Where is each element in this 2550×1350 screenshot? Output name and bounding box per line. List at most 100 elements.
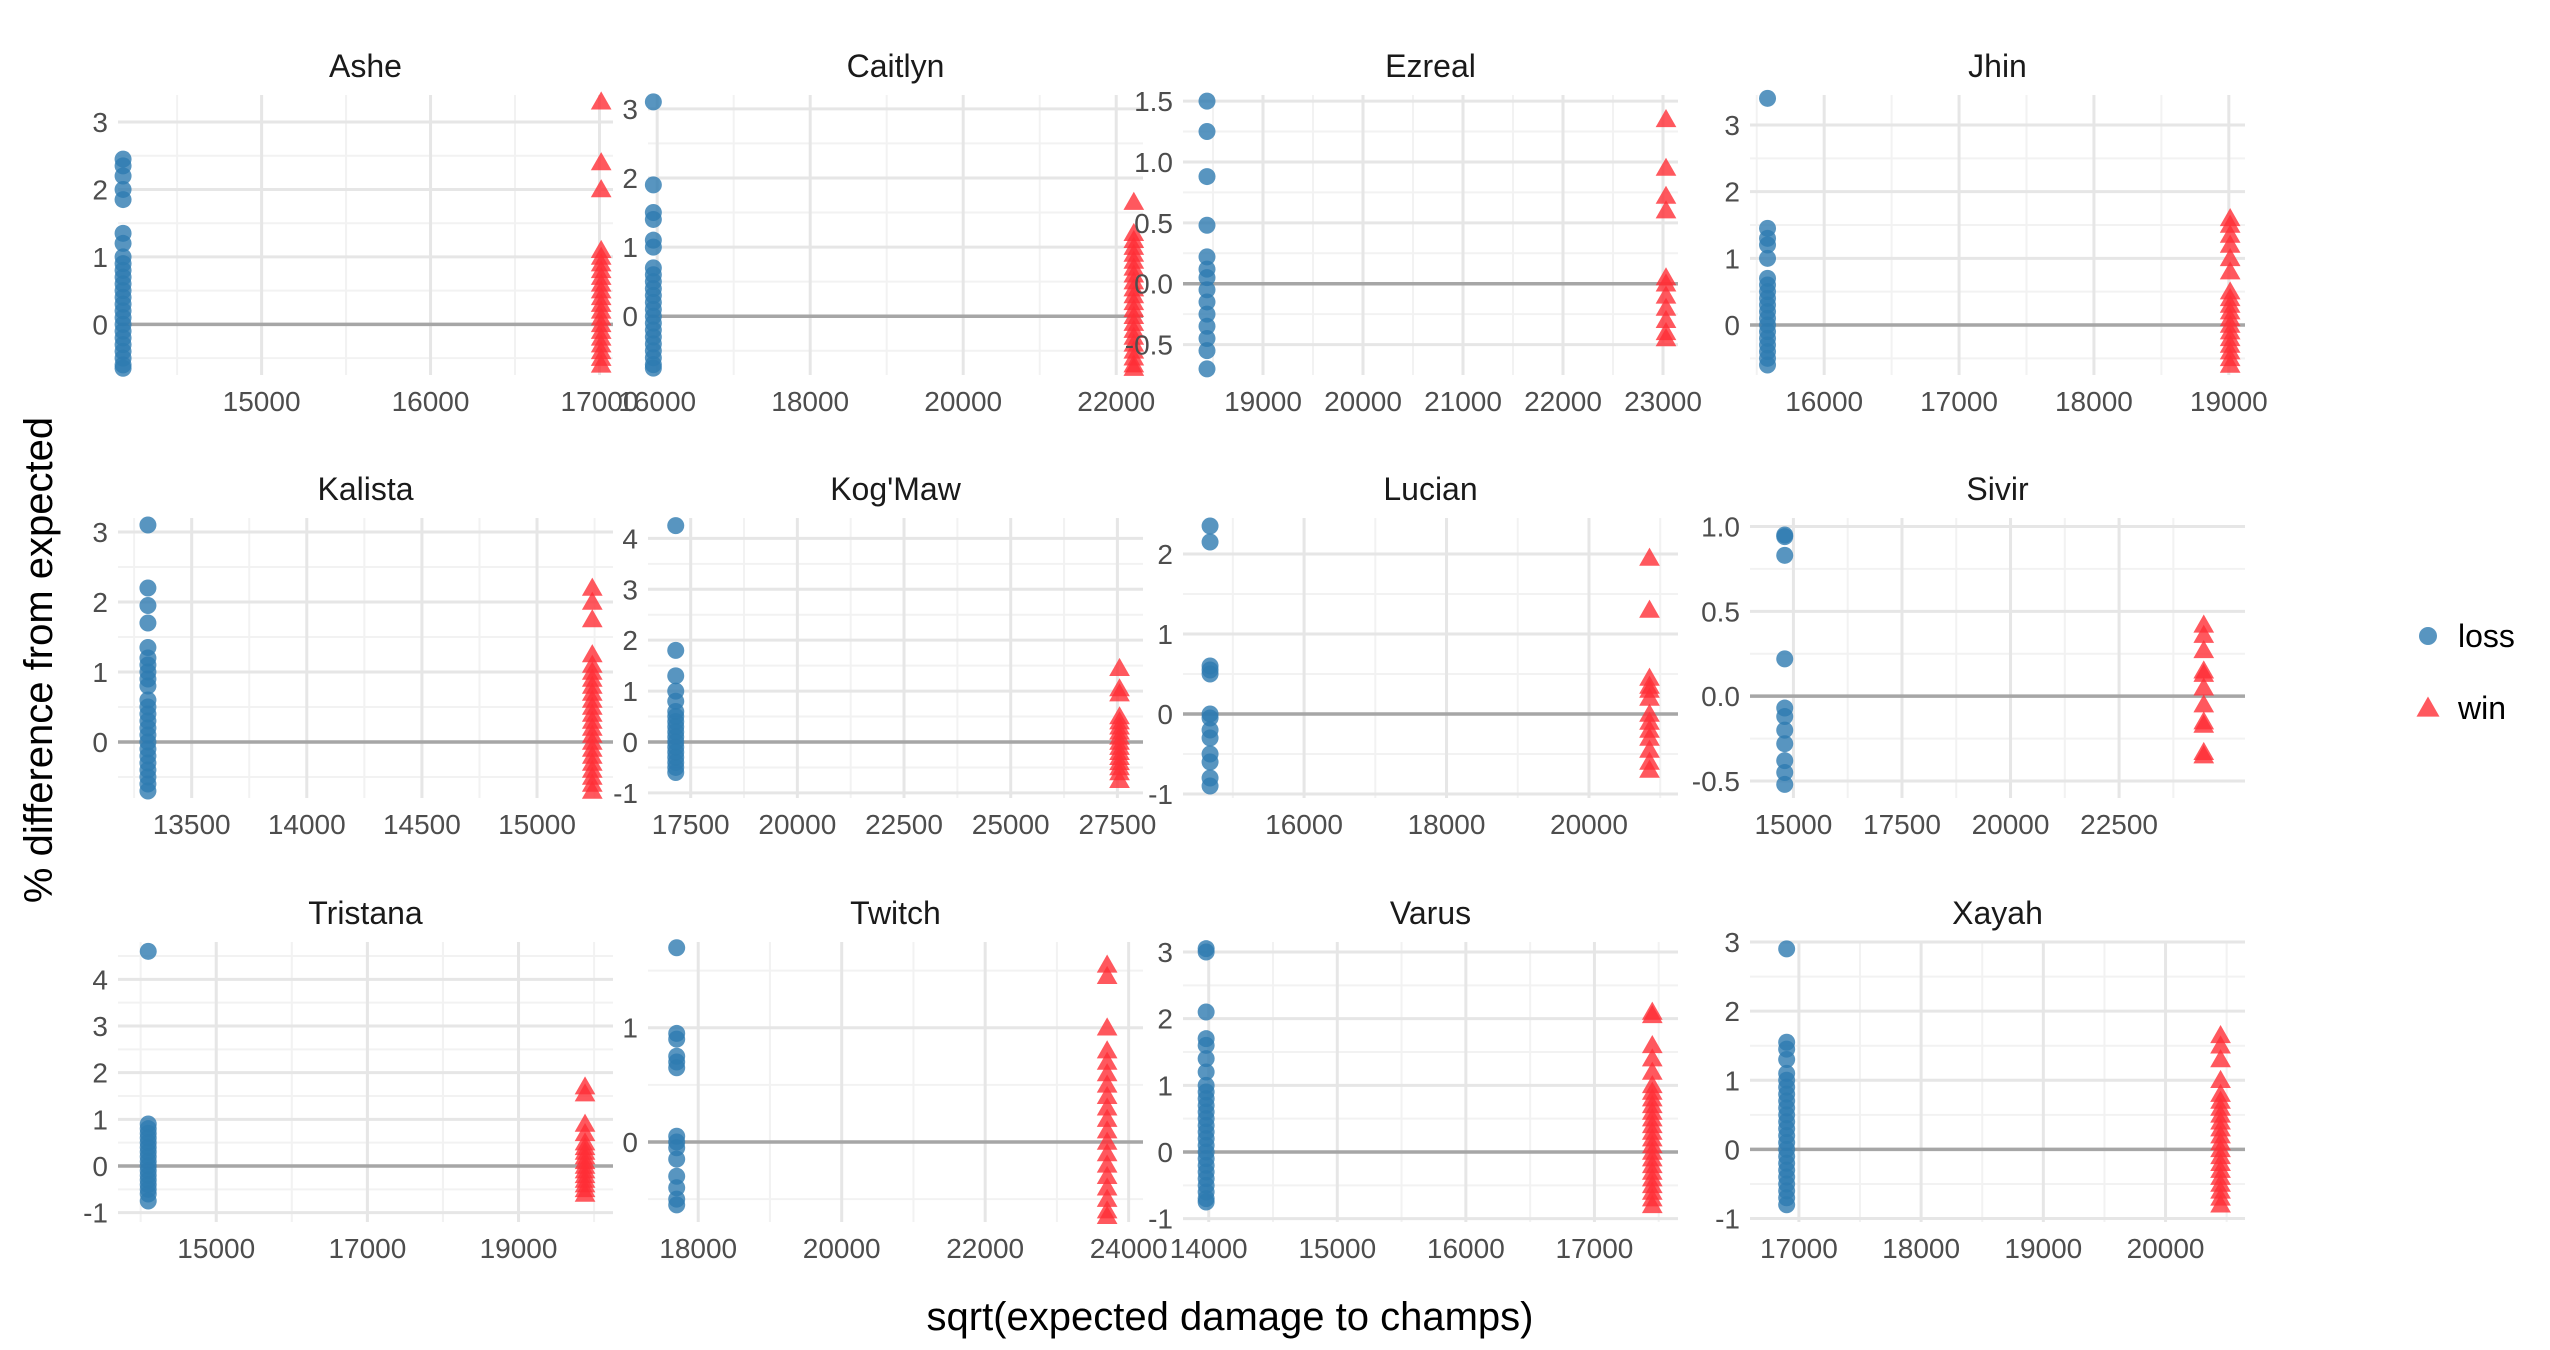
loss-point: [668, 1030, 686, 1048]
loss-point: [1198, 281, 1216, 299]
x-tick-label: 22000: [946, 1233, 1024, 1264]
loss-point: [114, 191, 132, 209]
win-point: [1639, 759, 1660, 778]
loss-point: [667, 641, 685, 659]
loss-point: [668, 1150, 686, 1168]
loss-point: [1776, 528, 1794, 546]
loss-point: [139, 942, 157, 960]
y-tick-label: 1: [1724, 1065, 1740, 1096]
facet-panel: Twitch 18000 20000 22000 24000 0 1: [622, 895, 1167, 1264]
x-tick-label: 19000: [2190, 386, 2268, 417]
x-tick-label: 18000: [659, 1233, 737, 1264]
y-tick-label: 2: [1724, 177, 1740, 208]
x-tick-label: 15000: [498, 809, 576, 840]
win-point: [2219, 354, 2241, 373]
loss-point: [1201, 709, 1219, 727]
y-tick-label: 0.5: [1134, 208, 1173, 239]
loss-point: [1198, 293, 1216, 311]
loss-point: [139, 782, 157, 800]
win-point: [2193, 614, 2215, 633]
y-tick-label: 1: [92, 242, 108, 273]
y-tick-label: 0: [1157, 699, 1173, 730]
win-point: [1655, 185, 1677, 204]
win-point: [1123, 191, 1145, 210]
x-tick-label: 20000: [2127, 1233, 2205, 1264]
loss-point: [1197, 1063, 1215, 1081]
win-point: [1096, 1040, 1118, 1059]
win-point: [1096, 1051, 1118, 1070]
loss-point: [139, 614, 157, 632]
panel-title: Kalista: [317, 471, 413, 507]
win-point: [581, 780, 603, 799]
loss-point: [1776, 721, 1794, 739]
win-point: [1096, 1017, 1118, 1036]
win-point: [1639, 547, 1660, 566]
y-tick-label: 3: [1724, 110, 1740, 141]
panel-title: Xayah: [1952, 895, 2043, 931]
x-tick-label: 18000: [2055, 386, 2133, 417]
win-point: [2219, 224, 2241, 243]
x-tick-label: 22000: [1077, 386, 1155, 417]
x-tick-label: 20000: [1324, 386, 1402, 417]
win-point: [1639, 727, 1660, 746]
y-tick-label: 1: [1724, 243, 1740, 274]
y-tick-label: -1: [83, 1198, 108, 1229]
x-tick-label: 17500: [1863, 809, 1941, 840]
loss-point: [1759, 236, 1777, 254]
y-tick-label: 0: [92, 1151, 108, 1182]
win-point: [1096, 954, 1118, 973]
loss-point: [1759, 249, 1777, 267]
facet-panel: Kalista 13500 14000 14500 15000 0 1 2 3: [92, 471, 613, 840]
loss-point: [1197, 1050, 1215, 1068]
y-tick-label: 0.0: [1701, 681, 1740, 712]
win-point: [581, 644, 603, 663]
win-point: [1096, 1205, 1118, 1225]
win-point: [2210, 1035, 2231, 1054]
loss-point: [1198, 216, 1216, 234]
loss-point: [667, 517, 685, 535]
win-point: [581, 609, 603, 628]
loss-point: [644, 359, 662, 377]
y-tick-label: 1: [622, 676, 638, 707]
y-tick-label: 3: [92, 517, 108, 548]
panel-title: Ashe: [329, 48, 402, 84]
x-tick-label: 15000: [1754, 809, 1832, 840]
x-tick-label: 27500: [1078, 809, 1156, 840]
loss-point: [1201, 753, 1219, 771]
win-point: [1641, 1004, 1663, 1024]
facet-panel: Ezreal 19000 20000 21000 22000 23000 -0.5 0.0 0.…: [1125, 48, 1702, 417]
y-tick-label: 1: [622, 1013, 638, 1044]
x-tick-label: 22500: [865, 809, 943, 840]
win-point: [1096, 1120, 1118, 1139]
loss-point: [667, 667, 685, 685]
loss-point: [139, 579, 157, 597]
y-tick-label: 4: [622, 523, 638, 554]
panel-title: Kog'Maw: [830, 471, 962, 507]
win-point: [1096, 1188, 1118, 1207]
y-tick-label: -1: [1715, 1204, 1740, 1235]
x-tick-label: 16000: [1785, 386, 1863, 417]
x-tick-label: 20000: [803, 1233, 881, 1264]
loss-point: [1198, 305, 1216, 323]
legend-label: win: [2457, 690, 2506, 726]
loss-point: [114, 234, 132, 252]
panel-title: Varus: [1390, 895, 1471, 931]
y-tick-label: 4: [92, 964, 108, 995]
win-point: [581, 591, 603, 610]
panel-title: Jhin: [1968, 48, 2027, 84]
y-tick-label: 2: [92, 1058, 108, 1089]
loss-point: [644, 93, 662, 111]
win-point: [1641, 1194, 1663, 1214]
win-point: [1096, 1154, 1118, 1173]
win-point: [2219, 261, 2241, 280]
loss-point: [644, 210, 662, 228]
y-tick-label: -1: [1148, 779, 1173, 810]
x-tick-label: 15000: [177, 1233, 255, 1264]
loss-point: [668, 939, 686, 957]
loss-point: [1776, 752, 1794, 770]
loss-point: [1198, 168, 1216, 186]
x-tick-label: 18000: [1408, 809, 1486, 840]
